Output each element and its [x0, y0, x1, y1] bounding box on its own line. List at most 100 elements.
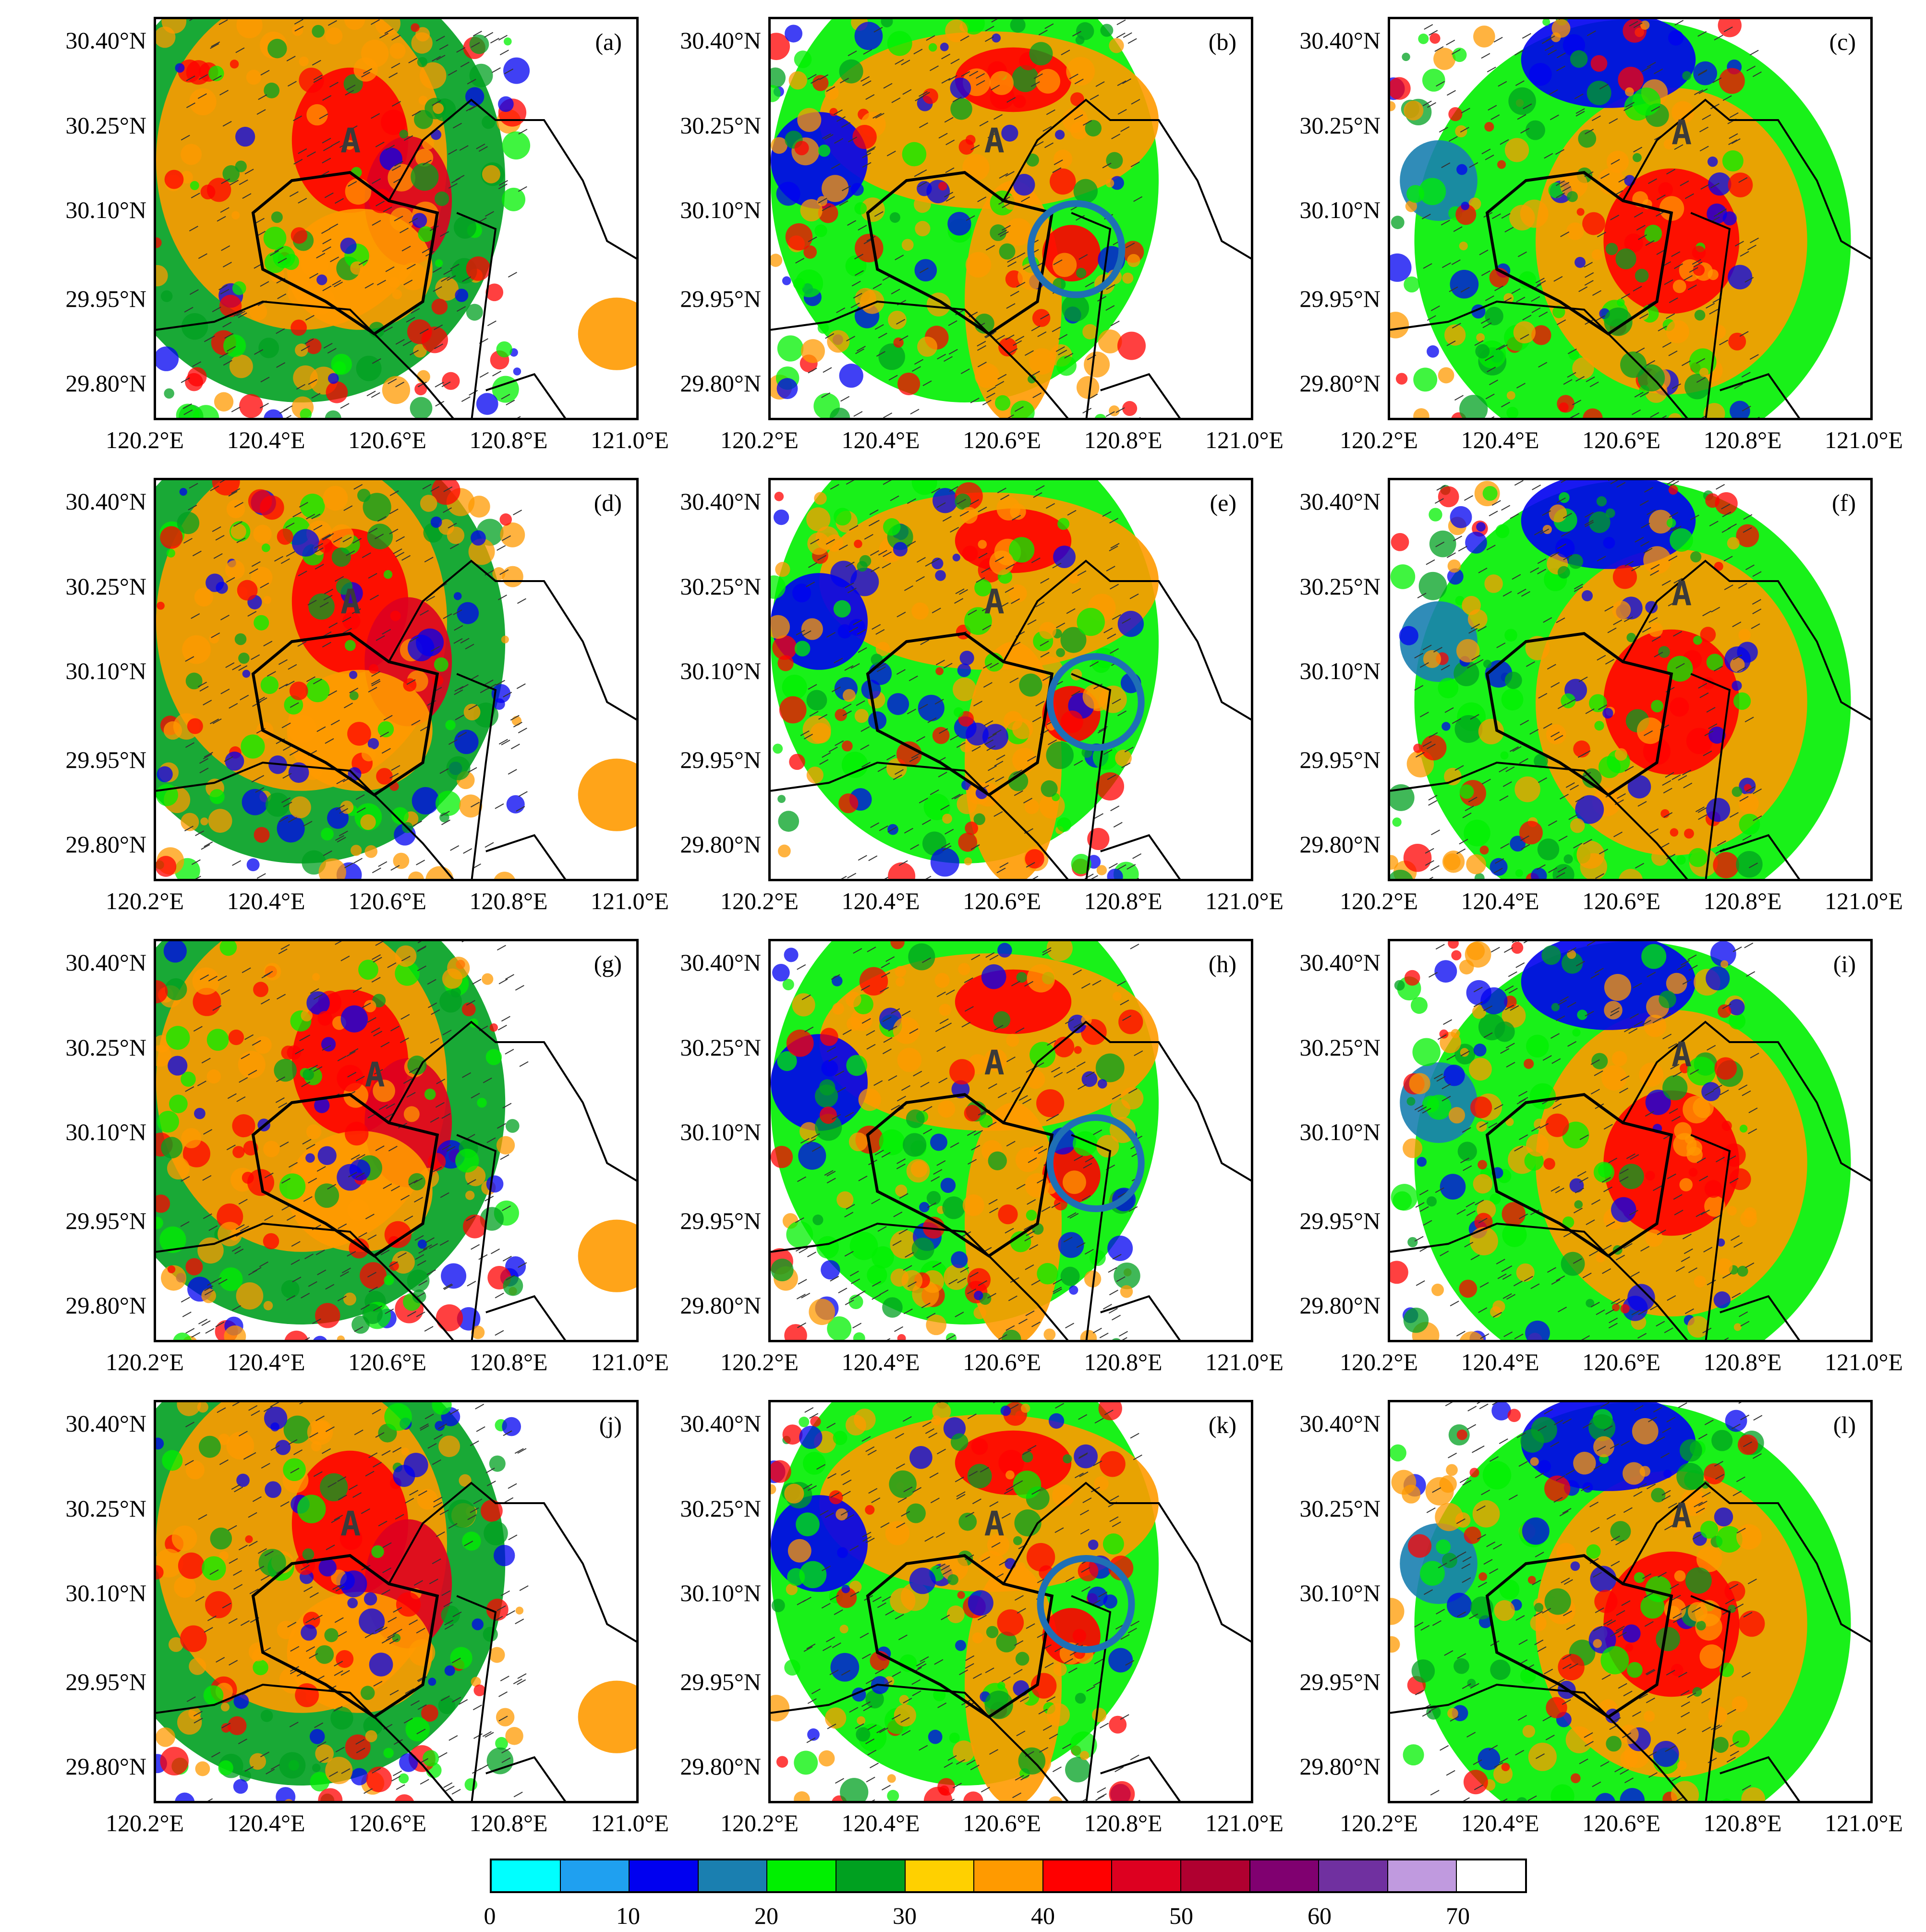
- echo-speck: [234, 633, 247, 645]
- echo-speck: [1470, 1096, 1492, 1118]
- wind-barb: [801, 994, 811, 1000]
- wind-barb: [984, 720, 993, 726]
- wind-barb: [502, 1256, 512, 1262]
- wind-barb: [1025, 1264, 1034, 1270]
- echo-speck: [301, 1009, 313, 1021]
- wind-barb: [294, 25, 304, 32]
- wind-barb: [1673, 1617, 1683, 1623]
- echo-speck: [1390, 312, 1409, 339]
- echo-speck: [284, 695, 303, 715]
- echo-speck: [1026, 153, 1039, 167]
- wind-barb: [211, 1751, 220, 1758]
- district-boundary-line: [388, 1021, 636, 1182]
- wind-barb: [1444, 707, 1454, 713]
- wind-barb: [1725, 1598, 1734, 1604]
- echo-speck: [1005, 218, 1032, 246]
- wind-barb: [471, 1244, 480, 1250]
- highlight-circle: [1037, 1555, 1135, 1653]
- wind-barb: [925, 561, 934, 567]
- echo-speck: [1614, 748, 1627, 761]
- wind-barb: [199, 767, 209, 774]
- wind-barb: [329, 223, 339, 230]
- wind-barb: [269, 250, 279, 256]
- echo-speck: [854, 709, 869, 723]
- wind-barb: [1475, 1200, 1484, 1205]
- wind-barb: [247, 611, 257, 617]
- wind-barb: [1634, 1405, 1644, 1411]
- echo-speck: [1090, 1250, 1106, 1266]
- echo-speck: [361, 747, 376, 762]
- wind-barb: [348, 181, 357, 187]
- wind-barb: [901, 1085, 910, 1091]
- echo-speck: [1459, 395, 1488, 418]
- district-boundary-line: [1100, 834, 1181, 879]
- wind-barb: [914, 171, 923, 177]
- echo-speck: [1391, 533, 1409, 551]
- echo-speck: [1431, 1283, 1444, 1296]
- wind-barb: [1637, 801, 1647, 807]
- wind-barb: [1486, 545, 1496, 550]
- wind-barb: [952, 97, 962, 103]
- wind-barb: [371, 977, 381, 983]
- echo-speck: [817, 322, 829, 334]
- wind-barb: [1548, 867, 1558, 873]
- echo-speck: [202, 1556, 226, 1581]
- echo-speck: [178, 1552, 205, 1579]
- wind-barb: [373, 1681, 383, 1687]
- echo-speck: [431, 298, 448, 315]
- echo-speck: [238, 652, 250, 664]
- wind-barb: [1575, 960, 1585, 967]
- district-boundary-line: [1485, 1554, 1673, 1719]
- wind-barb: [1598, 704, 1608, 710]
- wind-barb: [1466, 1732, 1476, 1738]
- wind-barb: [919, 798, 928, 803]
- wind-barb: [869, 509, 879, 515]
- echo-speck: [224, 1325, 246, 1340]
- echo-speck: [839, 59, 863, 84]
- wind-barb: [186, 1696, 196, 1702]
- map-panel-h: (h) A: [768, 939, 1253, 1342]
- echo-speck: [979, 1115, 993, 1128]
- wind-barb: [1476, 1505, 1486, 1511]
- wind-barb: [518, 728, 527, 734]
- echo-speck: [1576, 208, 1585, 216]
- wind-barb: [450, 845, 460, 851]
- echo-speck: [389, 1261, 399, 1271]
- echo-speck: [1653, 1740, 1679, 1767]
- wind-barb: [1555, 149, 1564, 155]
- wind-barb: [1557, 867, 1567, 873]
- echo-speck: [156, 265, 168, 287]
- wind-barb: [1435, 541, 1445, 547]
- echo-speck: [371, 1545, 384, 1558]
- echo-speck: [415, 27, 430, 42]
- district-boundary-line: [1720, 373, 1800, 418]
- wind-barb: [1005, 1227, 1014, 1234]
- wind-barb: [339, 142, 349, 148]
- wind-barb: [312, 60, 321, 66]
- echo-speck: [893, 542, 908, 557]
- wind-barb: [1473, 1759, 1482, 1765]
- wind-barb: [244, 1034, 254, 1040]
- longitude-tick-label: 120.6°E: [348, 887, 427, 914]
- echo-speck: [291, 24, 303, 36]
- wind-barb: [1590, 1089, 1600, 1095]
- echo-speck: [1402, 52, 1410, 61]
- echo-speck: [1482, 486, 1498, 501]
- latitude-tick-label: 29.95°N: [1299, 746, 1381, 773]
- wind-barb: [355, 1739, 365, 1745]
- echo-speck: [1591, 1053, 1608, 1069]
- wind-barb: [403, 279, 413, 285]
- wind-barb: [337, 837, 346, 843]
- wind-barb: [1026, 1230, 1035, 1236]
- echo-speck: [1102, 1533, 1124, 1555]
- wind-barb: [1502, 591, 1512, 597]
- wind-barb: [836, 116, 846, 122]
- wind-barb: [1561, 1578, 1570, 1583]
- echo-speck: [989, 71, 1014, 95]
- wind-barb: [1042, 947, 1052, 953]
- echo-speck: [365, 1730, 377, 1742]
- echo-speck: [339, 1527, 363, 1550]
- wind-barb: [215, 1321, 225, 1327]
- wind-barb: [240, 694, 249, 701]
- wind-barb: [1684, 275, 1693, 281]
